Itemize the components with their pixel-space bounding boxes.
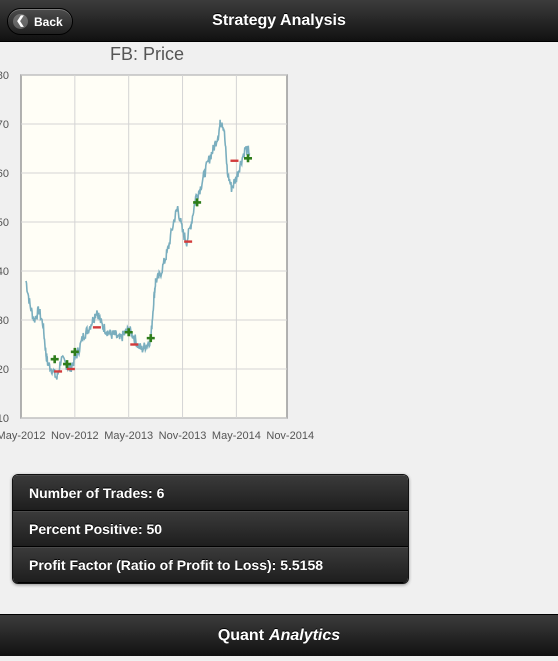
buy-marker <box>193 198 202 207</box>
x-tick-label: Nov-2012 <box>51 430 99 442</box>
buy-marker <box>63 360 72 369</box>
chevron-left-icon: ❮ <box>13 14 28 29</box>
footer-brand-italic: Analytics <box>269 626 341 644</box>
x-tick-label: May-2012 <box>0 430 45 442</box>
back-button-label: Back <box>34 14 63 29</box>
y-tick-label: 70 <box>0 119 9 131</box>
buy-marker <box>70 347 79 356</box>
y-tick-label: 30 <box>0 315 9 327</box>
footer-bar: Quant Analytics <box>0 614 558 656</box>
buy-marker <box>50 355 59 364</box>
buy-marker <box>124 328 133 337</box>
price-chart: FB: Price 10 20 30 40 50 60 70 80 May-2012 Nov-201… <box>0 42 340 452</box>
stats-list: Number of Trades: 6 Percent Positive: 50… <box>12 474 409 584</box>
plot-area <box>20 74 288 419</box>
bottom-strip <box>0 656 558 661</box>
y-tick-label: 20 <box>0 364 9 376</box>
header-bar: Strategy Analysis ❮ Back <box>0 0 558 42</box>
x-tick-label: May-2014 <box>212 430 261 442</box>
price-line <box>25 119 251 380</box>
back-button[interactable]: ❮ Back <box>7 8 73 35</box>
y-tick-label: 50 <box>0 217 9 229</box>
footer-brand-plain: Quant <box>217 626 265 644</box>
y-tick-label: 10 <box>0 413 9 425</box>
price-chart-svg: FB: Price 10 20 30 40 50 60 70 80 May-2012 Nov-201… <box>0 44 314 442</box>
buy-marker <box>146 334 155 343</box>
x-tick-label: Nov-2013 <box>159 430 207 442</box>
stat-profit-factor[interactable]: Profit Factor (Ratio of Profit to Loss):… <box>13 547 408 583</box>
y-tick-label: 80 <box>0 70 9 82</box>
chart-title: FB: Price <box>110 44 184 64</box>
stat-percent-positive[interactable]: Percent Positive: 50 <box>13 511 408 547</box>
buy-marker <box>244 154 253 163</box>
y-tick-label: 60 <box>0 168 9 180</box>
page-title: Strategy Analysis <box>212 12 346 29</box>
x-tick-label: Nov-2014 <box>266 430 314 442</box>
y-tick-label: 40 <box>0 266 9 278</box>
x-tick-label: May-2013 <box>104 430 153 442</box>
stat-number-of-trades[interactable]: Number of Trades: 6 <box>13 475 408 511</box>
